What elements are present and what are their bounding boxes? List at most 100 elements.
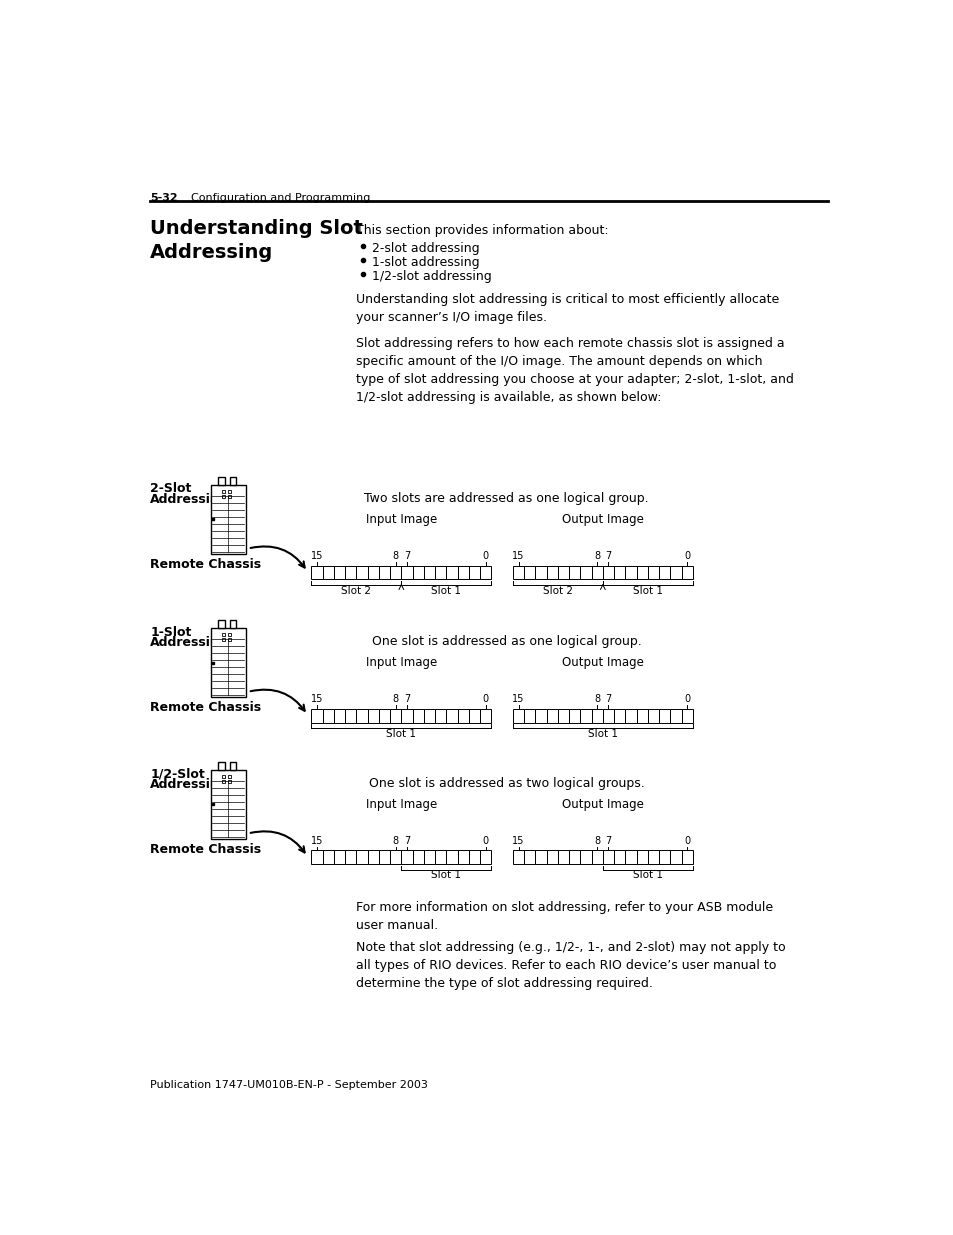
Text: Slot 1: Slot 1 bbox=[587, 729, 618, 739]
Text: Addressing: Addressing bbox=[150, 636, 229, 650]
Bar bbox=[222, 490, 225, 493]
Text: Slot 1: Slot 1 bbox=[632, 585, 662, 595]
Bar bbox=[579, 709, 591, 722]
Text: Slot 1: Slot 1 bbox=[632, 871, 662, 881]
Bar bbox=[390, 851, 401, 864]
Bar bbox=[479, 851, 491, 864]
Bar bbox=[680, 709, 692, 722]
Text: 5-32: 5-32 bbox=[150, 193, 177, 203]
Bar bbox=[401, 709, 412, 722]
Bar bbox=[435, 709, 446, 722]
Text: Note that slot addressing (e.g., 1/2-, 1-, and 2-slot) may not apply to
all type: Note that slot addressing (e.g., 1/2-, 1… bbox=[355, 941, 784, 990]
Text: Understanding slot addressing is critical to most efficiently allocate
your scan: Understanding slot addressing is critica… bbox=[355, 293, 778, 324]
Text: 15: 15 bbox=[512, 551, 524, 561]
Bar bbox=[228, 779, 231, 783]
Bar bbox=[659, 566, 670, 579]
Bar bbox=[435, 566, 446, 579]
Bar bbox=[670, 566, 680, 579]
Text: 7: 7 bbox=[403, 836, 410, 846]
Bar bbox=[602, 566, 614, 579]
Bar bbox=[345, 851, 356, 864]
Text: 15: 15 bbox=[512, 694, 524, 704]
Bar bbox=[378, 851, 390, 864]
Bar bbox=[367, 566, 378, 579]
Text: Remote Chassis: Remote Chassis bbox=[150, 558, 261, 571]
Bar bbox=[569, 566, 579, 579]
Text: Input Image: Input Image bbox=[365, 798, 436, 811]
Text: 0: 0 bbox=[683, 694, 689, 704]
Text: One slot is addressed as two logical groups.: One slot is addressed as two logical gro… bbox=[369, 777, 644, 789]
Bar bbox=[356, 709, 367, 722]
Bar bbox=[624, 709, 636, 722]
Bar bbox=[334, 566, 345, 579]
Bar bbox=[230, 620, 236, 627]
Bar bbox=[513, 709, 523, 722]
Bar bbox=[367, 851, 378, 864]
Bar bbox=[412, 566, 423, 579]
Bar bbox=[423, 566, 435, 579]
Bar bbox=[579, 851, 591, 864]
Bar bbox=[680, 566, 692, 579]
Text: 15: 15 bbox=[311, 551, 323, 561]
Bar bbox=[546, 566, 558, 579]
Text: Understanding Slot
Addressing: Understanding Slot Addressing bbox=[150, 219, 363, 262]
Bar bbox=[579, 566, 591, 579]
Text: 0: 0 bbox=[482, 694, 488, 704]
Bar bbox=[367, 709, 378, 722]
Bar bbox=[535, 709, 546, 722]
Bar bbox=[535, 851, 546, 864]
Bar bbox=[356, 566, 367, 579]
Bar bbox=[230, 477, 236, 484]
Bar bbox=[446, 566, 457, 579]
Bar bbox=[356, 851, 367, 864]
Bar bbox=[535, 566, 546, 579]
Text: Addressing: Addressing bbox=[150, 778, 229, 792]
Bar bbox=[228, 774, 231, 778]
Bar bbox=[412, 709, 423, 722]
Bar bbox=[636, 851, 647, 864]
Bar bbox=[423, 851, 435, 864]
Text: Input Image: Input Image bbox=[365, 656, 436, 669]
Text: Configuration and Programming: Configuration and Programming bbox=[191, 193, 370, 203]
Bar bbox=[311, 566, 322, 579]
Bar bbox=[670, 851, 680, 864]
Text: For more information on slot addressing, refer to your ASB module
user manual.: For more information on slot addressing,… bbox=[355, 902, 772, 932]
Bar bbox=[228, 490, 231, 493]
Text: Publication 1747-UM010B-EN-P - September 2003: Publication 1747-UM010B-EN-P - September… bbox=[150, 1079, 428, 1091]
Text: This section provides information about:: This section provides information about: bbox=[355, 224, 608, 237]
Bar bbox=[457, 709, 468, 722]
Text: 1/2-Slot: 1/2-Slot bbox=[150, 767, 205, 781]
Text: Slot 2: Slot 2 bbox=[542, 585, 573, 595]
Bar bbox=[446, 709, 457, 722]
Text: Remote Chassis: Remote Chassis bbox=[150, 842, 261, 856]
Text: 8: 8 bbox=[393, 836, 398, 846]
Bar bbox=[222, 634, 225, 636]
Text: Output Image: Output Image bbox=[561, 514, 643, 526]
Bar bbox=[211, 769, 245, 839]
Bar bbox=[636, 566, 647, 579]
Bar bbox=[468, 709, 479, 722]
Bar bbox=[569, 851, 579, 864]
Bar bbox=[412, 851, 423, 864]
Bar bbox=[211, 627, 245, 698]
Text: 1/2-slot addressing: 1/2-slot addressing bbox=[372, 270, 491, 283]
Bar bbox=[446, 851, 457, 864]
Bar bbox=[401, 566, 412, 579]
Text: Slot 1: Slot 1 bbox=[431, 585, 461, 595]
Bar bbox=[614, 851, 624, 864]
Bar bbox=[378, 566, 390, 579]
Bar bbox=[222, 495, 225, 498]
Text: Slot addressing refers to how each remote chassis slot is assigned a
specific am: Slot addressing refers to how each remot… bbox=[355, 337, 793, 404]
Bar bbox=[334, 851, 345, 864]
Bar bbox=[546, 851, 558, 864]
Text: 1-Slot: 1-Slot bbox=[150, 626, 192, 638]
Text: 8: 8 bbox=[594, 694, 599, 704]
Bar bbox=[345, 709, 356, 722]
Bar bbox=[479, 709, 491, 722]
Bar bbox=[401, 851, 412, 864]
Text: 8: 8 bbox=[594, 836, 599, 846]
Bar bbox=[558, 566, 569, 579]
Bar bbox=[218, 620, 225, 627]
Text: 7: 7 bbox=[605, 551, 611, 561]
Bar bbox=[670, 709, 680, 722]
